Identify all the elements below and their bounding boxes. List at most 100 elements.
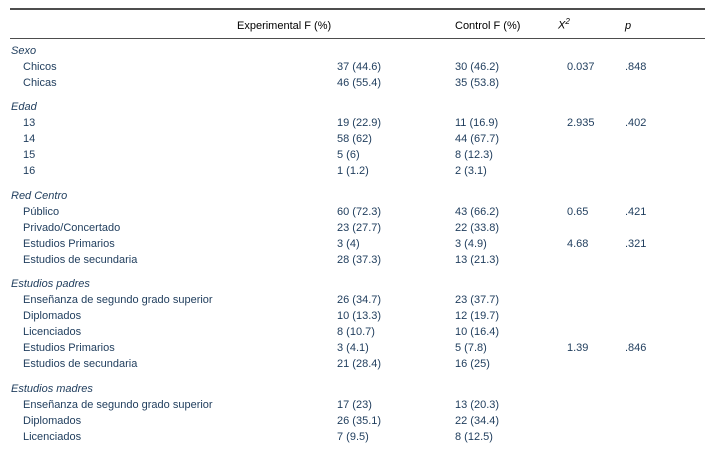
- chi-squared-value: [558, 164, 625, 180]
- experimental-value: 28 (37.3): [337, 253, 382, 266]
- table-head: Experimental F (%) Control F (%) X2 p: [10, 9, 705, 39]
- chi-squared-value: [558, 252, 625, 268]
- chi-squared-value: 0.037: [567, 60, 595, 73]
- chi-squared-value: [558, 325, 625, 341]
- row-label: Público: [23, 205, 60, 218]
- row-label: Enseñanza de segundo grado superior: [23, 398, 213, 411]
- row-label: Licenciados: [23, 326, 82, 339]
- chi-squared-value: [558, 293, 625, 309]
- p-value: [625, 293, 705, 309]
- section-title: Edad: [11, 101, 37, 114]
- control-value: 43 (66.2): [455, 205, 500, 218]
- p-value: .846: [625, 342, 647, 355]
- table-row: Licenciados 8 (10.7) 10 (16.4): [10, 325, 705, 341]
- p-value: .402: [625, 117, 647, 130]
- row-label: Diplomados: [23, 414, 82, 427]
- demographics-table: Experimental F (%) Control F (%) X2 p Se…: [10, 8, 705, 445]
- control-value: 12 (19.7): [455, 310, 500, 323]
- experimental-value: 3 (4): [337, 237, 360, 250]
- row-label: 16: [23, 165, 36, 178]
- row-label: 14: [23, 133, 36, 146]
- experimental-value: 8 (10.7): [337, 326, 375, 339]
- table-row: Privado/Concertado 23 (27.7) 22 (33.8): [10, 220, 705, 236]
- row-label: Chicos: [23, 60, 57, 73]
- col-header-control: Control F (%): [455, 9, 558, 39]
- col-header-experimental: Experimental F (%): [237, 9, 455, 39]
- chi-squared-value: [558, 397, 625, 413]
- row-label: Estudios Primarios: [23, 342, 115, 355]
- section-header-row: Estudios madres: [10, 373, 705, 398]
- experimental-value: 1 (1.2): [337, 165, 369, 178]
- control-value: 8 (12.5): [455, 430, 493, 443]
- control-value: 22 (33.8): [455, 221, 500, 234]
- p-value: [625, 357, 705, 373]
- p-value: [625, 220, 705, 236]
- chi-squared-value: 1.39: [567, 342, 589, 355]
- p-value: .421: [625, 205, 647, 218]
- row-label: 15: [23, 149, 36, 162]
- table-row: Diplomados 26 (35.1) 22 (34.4): [10, 413, 705, 429]
- control-value: 13 (21.3): [455, 253, 500, 266]
- table-row: Chicos 37 (44.6) 30 (46.2) 0.037 .848: [10, 59, 705, 75]
- section-header-row: Estudios padres: [10, 268, 705, 293]
- section-title: Red Centro: [11, 189, 68, 202]
- experimental-value: 7 (9.5): [337, 430, 369, 443]
- table-row: Estudios Primarios 3 (4) 3 (4.9) 4.68 .321: [10, 236, 705, 252]
- chi-squared-value: [558, 75, 625, 91]
- control-value: 2 (3.1): [455, 165, 487, 178]
- experimental-value: 23 (27.7): [337, 221, 382, 234]
- p-value: [625, 397, 705, 413]
- row-label: Chicas: [23, 76, 57, 89]
- row-label: 13: [23, 117, 36, 130]
- experimental-value: 21 (28.4): [337, 358, 382, 371]
- row-label: Estudios de secundaria: [23, 358, 138, 371]
- col-header-chi-squared: X2: [558, 9, 625, 39]
- control-value: 13 (20.3): [455, 398, 500, 411]
- chi-squared-value: [558, 357, 625, 373]
- table-header-row: Experimental F (%) Control F (%) X2 p: [10, 9, 705, 39]
- control-value: 22 (34.4): [455, 414, 500, 427]
- chi-squared-value: [558, 132, 625, 148]
- p-value: [625, 132, 705, 148]
- row-label: Estudios de secundaria: [23, 253, 138, 266]
- chi-squared-value: [558, 429, 625, 445]
- chi-squared-value: [558, 413, 625, 429]
- control-value: 5 (7.8): [455, 342, 487, 355]
- p-value: [625, 429, 705, 445]
- p-value: [625, 164, 705, 180]
- experimental-value: 37 (44.6): [337, 60, 382, 73]
- table-row: Licenciados 7 (9.5) 8 (12.5): [10, 429, 705, 445]
- table-row: Enseñanza de segundo grado superior 26 (3…: [10, 293, 705, 309]
- table-row: 16 1 (1.2) 2 (3.1): [10, 164, 705, 180]
- chi-squared-value: 4.68: [567, 237, 589, 250]
- control-value: 11 (16.9): [455, 117, 499, 130]
- chi-squared-value: [558, 309, 625, 325]
- experimental-value: 46 (55.4): [337, 76, 382, 89]
- p-value: [625, 309, 705, 325]
- row-label: Licenciados: [23, 430, 82, 443]
- experimental-value: 26 (34.7): [337, 294, 382, 307]
- col-header-p-value: p: [625, 9, 705, 39]
- section-header-row: Red Centro: [10, 180, 705, 205]
- table-row: Enseñanza de segundo grado superior 17 (2…: [10, 397, 705, 413]
- p-value: [625, 148, 705, 164]
- section-header-row: Sexo: [10, 38, 705, 59]
- control-value: 30 (46.2): [455, 60, 500, 73]
- chi-squared-value: [558, 148, 625, 164]
- section-title: Estudios madres: [11, 382, 93, 395]
- table-body: Sexo Chicos 37 (44.6) 30 (46.2) 0.037.848 Chi…: [10, 38, 705, 445]
- section-header-row: Edad: [10, 91, 705, 116]
- chi-superscript: 2: [565, 17, 570, 26]
- row-label: Diplomados: [23, 310, 82, 323]
- p-value: .321: [625, 237, 647, 250]
- experimental-value: 60 (72.3): [337, 205, 382, 218]
- row-label: Privado/Concertado: [23, 221, 121, 234]
- row-label: Enseñanza de segundo grado superior: [23, 294, 213, 307]
- p-value: [625, 413, 705, 429]
- p-value: [625, 252, 705, 268]
- table-row: Estudios de secundaria 28 (37.3) 13 (21.3): [10, 252, 705, 268]
- chi-squared-value: 2.935: [567, 117, 595, 130]
- table-row: 14 58 (62) 44 (67.7): [10, 132, 705, 148]
- row-label: Estudios Primarios: [23, 237, 115, 250]
